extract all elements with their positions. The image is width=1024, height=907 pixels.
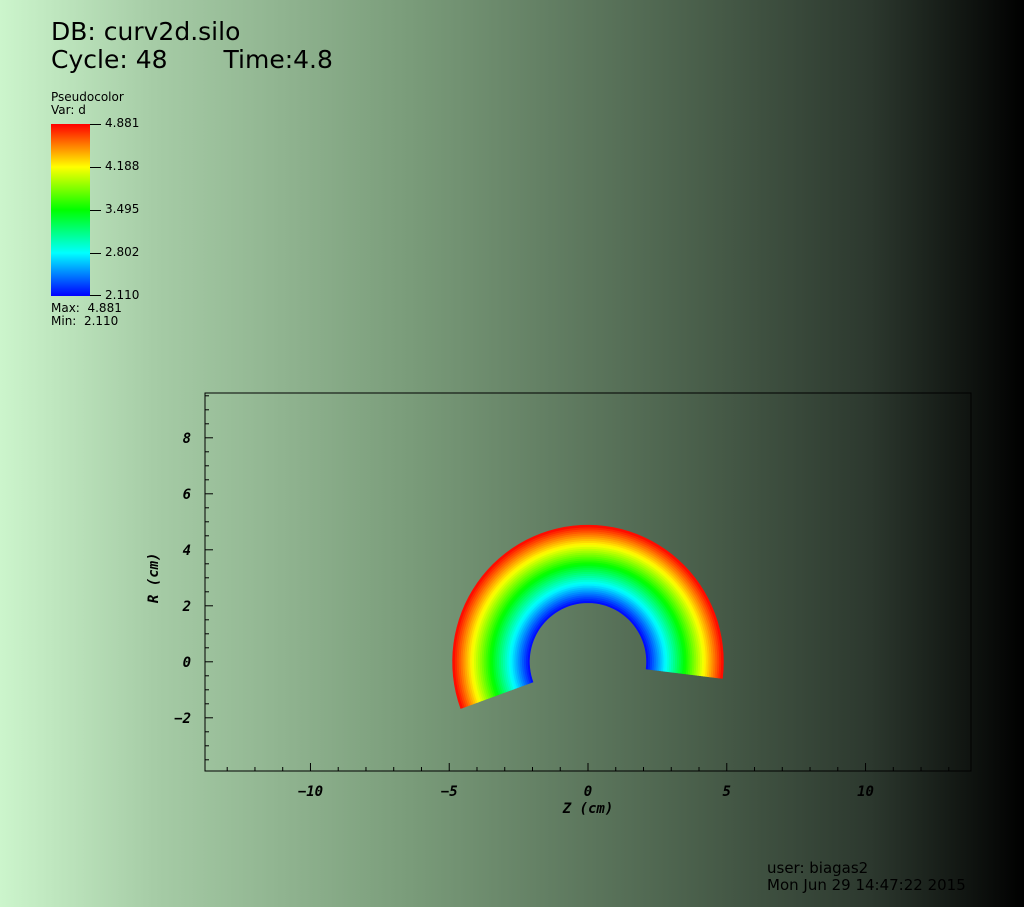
y-tick-label: −2 <box>174 711 191 727</box>
y-tick-label: 4 <box>183 543 191 559</box>
y-axis-label: R (cm) <box>146 553 162 604</box>
legend-tick-label: 2.802 <box>105 245 140 259</box>
color-legend: Pseudocolor Var: d 4.881 4.188 3.495 2.8… <box>51 90 139 327</box>
x-tick-label: −10 <box>298 784 323 800</box>
x-tick-label: −5 <box>441 784 458 800</box>
legend-max: Max: 4.881 <box>51 301 122 315</box>
legend-tick-label: 2.110 <box>105 288 140 302</box>
legend-tick-mark <box>90 295 101 296</box>
axis-ticks: −10 −5 0 5 10 −2 0 2 4 6 8 <box>174 395 950 800</box>
x-tick-label: 0 <box>584 784 592 800</box>
legend-tick-label: 3.495 <box>105 202 140 216</box>
date-label: Mon Jun 29 14:47:22 2015 <box>767 876 966 894</box>
legend-min: Min: 2.110 <box>51 314 119 328</box>
y-tick-label: 2 <box>182 599 191 615</box>
x-tick-label: 10 <box>857 784 874 800</box>
cycle-label: Cycle: 48 <box>51 45 168 74</box>
legend-tick-mark <box>90 253 101 254</box>
y-tick-label: 6 <box>183 487 191 503</box>
y-tick-label: 8 <box>183 431 191 447</box>
time-label: Time:4.8 <box>223 45 333 74</box>
legend-tick-mark <box>90 210 101 211</box>
legend-tick-mark <box>90 167 101 168</box>
title-block: DB: curv2d.silo Cycle: 48 Time:4.8 <box>51 18 333 74</box>
x-axis-label: Z (cm) <box>562 801 614 817</box>
pseudocolor-mesh <box>452 524 724 709</box>
cycle-time-line: Cycle: 48 Time:4.8 <box>51 46 333 74</box>
db-title: DB: curv2d.silo <box>51 17 241 46</box>
user-label: user: biagas2 <box>767 859 869 877</box>
legend-tick-mark <box>90 124 101 125</box>
y-tick-label: 0 <box>183 655 191 671</box>
legend-colorbar <box>51 124 90 296</box>
legend-plot-type: Pseudocolor <box>51 90 124 104</box>
legend-tick-label: 4.188 <box>105 159 140 173</box>
mesh-band <box>452 524 724 709</box>
legend-tick-label: 4.881 <box>105 116 140 130</box>
footer-info: user: biagas2 Mon Jun 29 14:47:22 2015 <box>767 860 966 894</box>
legend-var: Var: d <box>51 103 86 117</box>
x-tick-label: 5 <box>723 784 731 800</box>
